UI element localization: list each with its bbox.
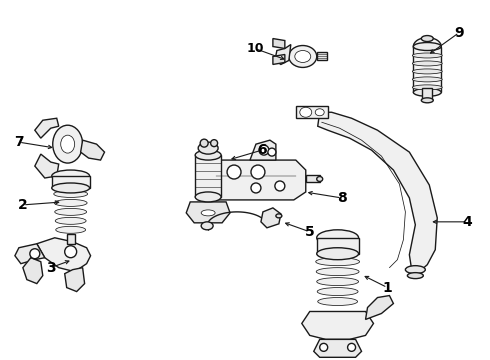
Polygon shape bbox=[35, 118, 59, 138]
Ellipse shape bbox=[54, 199, 87, 206]
Polygon shape bbox=[302, 311, 373, 339]
Ellipse shape bbox=[61, 135, 74, 153]
Ellipse shape bbox=[198, 142, 218, 154]
Text: 2: 2 bbox=[18, 198, 28, 212]
Ellipse shape bbox=[318, 298, 358, 306]
Ellipse shape bbox=[316, 258, 360, 266]
Ellipse shape bbox=[316, 268, 359, 276]
Ellipse shape bbox=[195, 150, 221, 160]
Circle shape bbox=[268, 148, 276, 156]
Text: 7: 7 bbox=[14, 135, 24, 149]
Ellipse shape bbox=[317, 248, 359, 260]
Polygon shape bbox=[37, 238, 91, 272]
Polygon shape bbox=[314, 339, 362, 357]
Ellipse shape bbox=[201, 222, 213, 230]
Polygon shape bbox=[296, 106, 328, 118]
Circle shape bbox=[275, 181, 285, 191]
Ellipse shape bbox=[55, 217, 86, 224]
Ellipse shape bbox=[53, 125, 83, 163]
Ellipse shape bbox=[317, 278, 359, 285]
Polygon shape bbox=[216, 160, 306, 200]
Circle shape bbox=[251, 183, 261, 193]
Ellipse shape bbox=[414, 37, 441, 55]
Polygon shape bbox=[273, 54, 285, 64]
Ellipse shape bbox=[413, 61, 442, 66]
Ellipse shape bbox=[195, 192, 221, 202]
Ellipse shape bbox=[407, 273, 423, 279]
Ellipse shape bbox=[317, 230, 359, 246]
Bar bbox=[52, 176, 90, 188]
Ellipse shape bbox=[300, 107, 312, 117]
Ellipse shape bbox=[317, 288, 358, 296]
Bar bbox=[317, 53, 327, 60]
Bar bbox=[195, 155, 221, 197]
Ellipse shape bbox=[315, 109, 324, 116]
Ellipse shape bbox=[413, 77, 442, 82]
Circle shape bbox=[347, 343, 356, 351]
Polygon shape bbox=[273, 39, 285, 49]
Polygon shape bbox=[15, 244, 45, 264]
Bar bbox=[67, 234, 74, 244]
Ellipse shape bbox=[317, 176, 323, 181]
Bar bbox=[306, 175, 319, 182]
Text: 4: 4 bbox=[462, 215, 472, 229]
Bar bbox=[317, 238, 359, 254]
Polygon shape bbox=[250, 140, 276, 160]
Polygon shape bbox=[65, 268, 85, 292]
Ellipse shape bbox=[414, 88, 441, 96]
Polygon shape bbox=[366, 296, 393, 319]
Polygon shape bbox=[35, 154, 59, 178]
Bar bbox=[414, 46, 441, 92]
Polygon shape bbox=[318, 112, 437, 272]
Text: 1: 1 bbox=[383, 280, 392, 294]
Polygon shape bbox=[81, 140, 104, 160]
Ellipse shape bbox=[414, 42, 441, 50]
Circle shape bbox=[65, 246, 76, 258]
Ellipse shape bbox=[405, 266, 425, 274]
Circle shape bbox=[319, 343, 328, 351]
Text: 8: 8 bbox=[337, 191, 346, 205]
Ellipse shape bbox=[52, 183, 90, 193]
Ellipse shape bbox=[211, 140, 218, 147]
Bar bbox=[422, 88, 432, 100]
Polygon shape bbox=[23, 258, 43, 284]
Text: 9: 9 bbox=[454, 26, 464, 40]
Ellipse shape bbox=[54, 190, 88, 197]
Ellipse shape bbox=[295, 50, 311, 62]
Ellipse shape bbox=[52, 170, 90, 182]
Ellipse shape bbox=[276, 214, 282, 218]
Ellipse shape bbox=[421, 98, 433, 103]
Polygon shape bbox=[186, 202, 230, 223]
Ellipse shape bbox=[421, 36, 433, 41]
Text: 10: 10 bbox=[246, 42, 264, 55]
Ellipse shape bbox=[413, 53, 442, 58]
Circle shape bbox=[227, 165, 241, 179]
Ellipse shape bbox=[56, 226, 86, 233]
Ellipse shape bbox=[55, 208, 87, 215]
Ellipse shape bbox=[413, 69, 442, 74]
Polygon shape bbox=[275, 45, 291, 64]
Ellipse shape bbox=[201, 210, 215, 216]
Circle shape bbox=[251, 165, 265, 179]
Text: 5: 5 bbox=[305, 225, 315, 239]
Ellipse shape bbox=[289, 45, 317, 67]
Polygon shape bbox=[261, 208, 281, 228]
Circle shape bbox=[30, 249, 40, 259]
Text: 6: 6 bbox=[257, 143, 267, 157]
Ellipse shape bbox=[200, 139, 208, 147]
Circle shape bbox=[259, 145, 269, 155]
Ellipse shape bbox=[413, 85, 442, 90]
Text: 3: 3 bbox=[46, 261, 55, 275]
